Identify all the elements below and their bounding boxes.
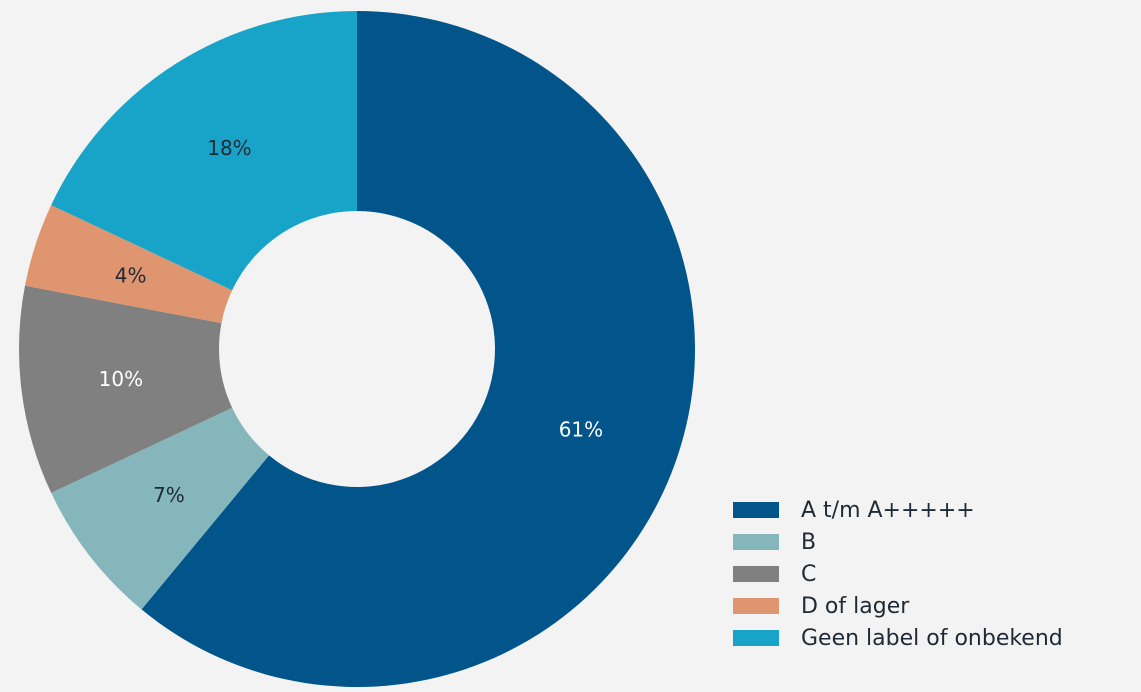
legend: A t/m A+++++ B C D of lager Geen label of on…: [733, 494, 1063, 654]
legend-label: C: [801, 561, 817, 587]
legend-label: B: [801, 529, 817, 555]
slice-value-label-4: 4%: [115, 263, 147, 287]
legend-label: D of lager: [801, 593, 910, 619]
legend-label: Geen label of onbekend: [801, 625, 1063, 651]
legend-label: A t/m A+++++: [801, 497, 975, 523]
slice-value-label-1: 61%: [559, 418, 603, 442]
slice-value-label-5: 18%: [207, 136, 251, 160]
legend-item-5: Geen label of onbekend: [733, 622, 1063, 654]
legend-swatch: [733, 534, 779, 550]
legend-item-3: C: [733, 558, 1063, 590]
donut-plot: 61% 7% 10% 4% 18%: [18, 11, 696, 688]
legend-swatch: [733, 502, 779, 518]
legend-item-4: D of lager: [733, 590, 1063, 622]
legend-swatch: [733, 598, 779, 614]
legend-swatch: [733, 630, 779, 646]
donut-slice-4: [24, 205, 233, 324]
slice-value-label-2: 7%: [153, 483, 185, 507]
donut-slice-2: [51, 407, 270, 610]
donut-slice-1: [141, 11, 696, 688]
legend-item-2: B: [733, 526, 1063, 558]
legend-item-1: A t/m A+++++: [733, 494, 1063, 526]
slice-value-label-3: 10%: [99, 367, 143, 391]
donut-slice-3: [18, 285, 233, 493]
donut-slice-5: [51, 11, 357, 291]
legend-swatch: [733, 566, 779, 582]
